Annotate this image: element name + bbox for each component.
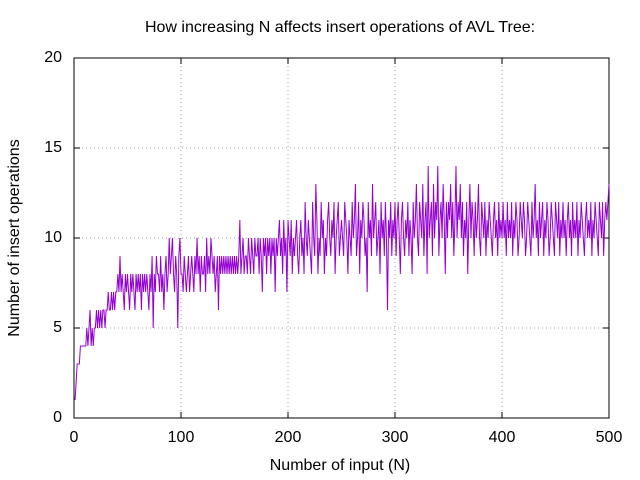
x-tick-label: 400 <box>489 429 516 446</box>
x-tick-label: 100 <box>168 429 195 446</box>
x-tick-label: 0 <box>70 429 79 446</box>
y-tick-label: 10 <box>44 229 62 246</box>
y-tick-label: 5 <box>53 319 62 336</box>
x-axis-label: Number of input (N) <box>270 457 411 474</box>
x-tick-label: 500 <box>596 429 623 446</box>
y-tick-label: 0 <box>53 409 62 426</box>
y-axis-label: Number of insert operations <box>6 139 23 336</box>
x-tick-label: 300 <box>382 429 409 446</box>
y-tick-label: 20 <box>44 49 62 66</box>
chart-title: How increasing N affects insert operatio… <box>145 19 535 36</box>
plot-border <box>73 57 610 419</box>
x-tick-label: 200 <box>275 429 302 446</box>
data-line <box>74 165 610 401</box>
y-tick-label: 15 <box>44 139 62 156</box>
